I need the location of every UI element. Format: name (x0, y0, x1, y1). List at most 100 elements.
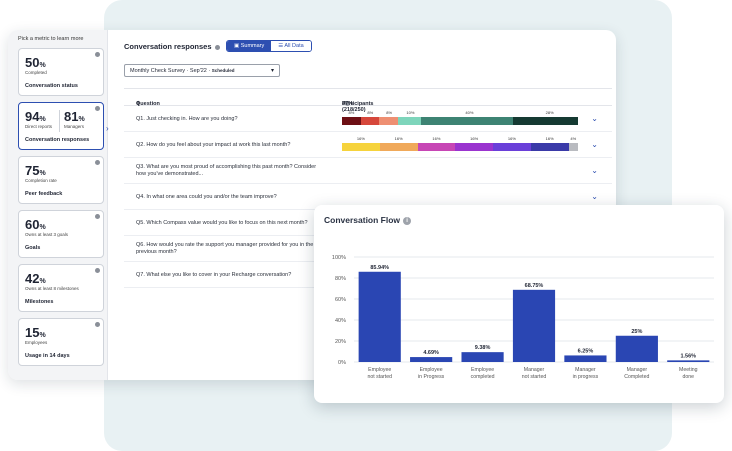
bar-labels: 8% 8% 8% 10% 40% 28% (342, 110, 578, 116)
chevron-down-icon[interactable]: ⌄ (591, 166, 598, 175)
metric-card-milestones[interactable]: 42% Owns at least 8 milestones Milestone… (18, 264, 104, 312)
metric-value: 60% (25, 217, 46, 232)
bar-segment[interactable] (493, 143, 531, 151)
bar (667, 360, 710, 362)
segment-label: 16% (394, 136, 403, 141)
metric-label: Milestones (25, 299, 54, 305)
info-icon: i (403, 216, 412, 225)
segment-label: 8% (348, 110, 355, 115)
metric-label: Peer feedback (25, 191, 63, 197)
bar-segment[interactable] (397, 117, 421, 125)
y-tick-label: 40% (335, 318, 346, 324)
data-label: 1.56% (680, 353, 696, 359)
question-text: Q5. Which Compass value would you like t… (136, 220, 308, 226)
bar (512, 289, 556, 362)
bar-segment[interactable] (455, 143, 493, 151)
bar-segment[interactable] (417, 143, 456, 151)
table-row[interactable]: Q1. Just checking in. How are you doing?… (124, 106, 612, 132)
info-icon (214, 44, 220, 50)
x-tick-label: Employee (420, 367, 443, 373)
info-icon (95, 52, 100, 57)
bar-segment[interactable] (420, 117, 514, 125)
metric-sub: Completed (25, 70, 47, 75)
bar-segment[interactable] (379, 117, 398, 125)
metric-value-managers: 81% (64, 109, 85, 124)
metric-sub: Owns at least 8 milestones (25, 286, 79, 291)
tab-summary[interactable]: ▣ Summary (227, 41, 272, 51)
bar (358, 271, 401, 362)
bar (564, 355, 607, 362)
bar (461, 352, 504, 362)
info-icon (95, 268, 100, 273)
y-tick-label: 20% (335, 339, 346, 345)
metric-sub: Employees (25, 340, 48, 345)
bar-segment[interactable] (379, 143, 418, 151)
bar-segment[interactable] (360, 117, 379, 125)
segment-label: 16% (432, 136, 441, 141)
sidebar-title: Pick a metric to learn more (18, 36, 84, 42)
bar-segment[interactable] (513, 117, 578, 125)
metric-value: 15% (25, 325, 46, 340)
x-tick-label: Manager (627, 367, 648, 373)
metric-sidebar: Pick a metric to learn more 50% Complete… (8, 30, 109, 380)
x-tick-label: in Progress (418, 374, 445, 380)
segment-label: 8% (386, 110, 393, 115)
info-icon (95, 214, 100, 219)
metric-card-goals[interactable]: 60% Owns at least 3 goals Goals (18, 210, 104, 258)
view-toggle: ▣ Summary ☰ All Data (226, 40, 312, 52)
metric-card-peer-feedback[interactable]: 75% Completion rate Peer feedback (18, 156, 104, 204)
question-text: Q7. What else you like to cover in your … (136, 272, 292, 278)
bar-segment[interactable] (342, 117, 361, 125)
metric-label: Goals (25, 245, 41, 251)
x-tick-label: done (683, 374, 695, 380)
segment-label: 40% (465, 110, 474, 115)
chevron-down-icon[interactable]: ⌄ (591, 192, 598, 201)
conversation-flow-card: Conversation Flow i 0% 20% 40% 60% 80% 100% 85.… (314, 205, 724, 403)
metric-card-conversation-responses[interactable]: 94% Direct reports 81% Managers Conversa… (18, 102, 104, 150)
info-icon (95, 160, 100, 165)
chevron-down-icon[interactable]: ⌄ (591, 114, 598, 123)
info-icon (95, 106, 100, 111)
chevron-down-icon[interactable]: ⌄ (591, 140, 598, 149)
tab-all-data[interactable]: ☰ All Data (271, 41, 311, 51)
metric-card-conversation-status[interactable]: 50% Completed Conversation status (18, 48, 104, 96)
metric-sub-direct: Direct reports (25, 124, 53, 129)
x-tick-label: Meeting (679, 367, 698, 373)
question-text: Q1. Just checking in. How are you doing? (136, 116, 238, 122)
bar-segment[interactable] (568, 143, 578, 151)
data-label: 25% (631, 329, 642, 335)
metric-sub: Completion rate (25, 178, 57, 183)
segment-label: 16% (470, 136, 479, 141)
chevron-right-icon: › (106, 124, 109, 133)
table-header: Question ⇕ Participants 87% (218/250) (124, 88, 612, 113)
response-bar (342, 143, 578, 151)
metric-value: 50% (25, 55, 46, 70)
bar (615, 335, 658, 362)
bar-segment[interactable] (530, 143, 569, 151)
y-tick-label: 60% (335, 297, 346, 303)
y-tick-label: 0% (338, 360, 346, 366)
metric-sub-managers: Managers (64, 124, 85, 129)
x-tick-label: completed (471, 374, 495, 380)
metric-card-usage[interactable]: 15% Employees Usage in 14 days (18, 318, 104, 366)
question-text: Q3. What are you most proud of accomplis… (136, 164, 317, 177)
data-label: 68.75% (525, 283, 544, 289)
flow-title: Conversation Flow i (324, 215, 412, 225)
metric-divider (59, 110, 60, 132)
question-text: Q4. In what one area could you and/or th… (136, 194, 277, 200)
data-label: 9.38% (475, 345, 491, 351)
bar-segment[interactable] (342, 143, 380, 151)
metric-value-direct: 94% (25, 109, 46, 124)
metric-value: 42% (25, 271, 46, 286)
table-row[interactable]: Q3. What are you most proud of accomplis… (124, 158, 612, 184)
x-tick-label: Completed (624, 374, 649, 380)
x-tick-label: not started (522, 374, 547, 380)
x-tick-label: in progress (573, 374, 599, 380)
x-tick-label: Employee (368, 367, 391, 373)
survey-select[interactable]: Monthly Check Survey · Sep'22 · Schedule… (124, 64, 280, 77)
y-tick-label: 100% (332, 255, 346, 261)
table-row[interactable]: Q2. How do you feel about your impact at… (124, 132, 612, 158)
info-icon (345, 101, 350, 106)
sort-icon: ⇕ (136, 101, 141, 107)
metric-label: Usage in 14 days (25, 353, 70, 359)
